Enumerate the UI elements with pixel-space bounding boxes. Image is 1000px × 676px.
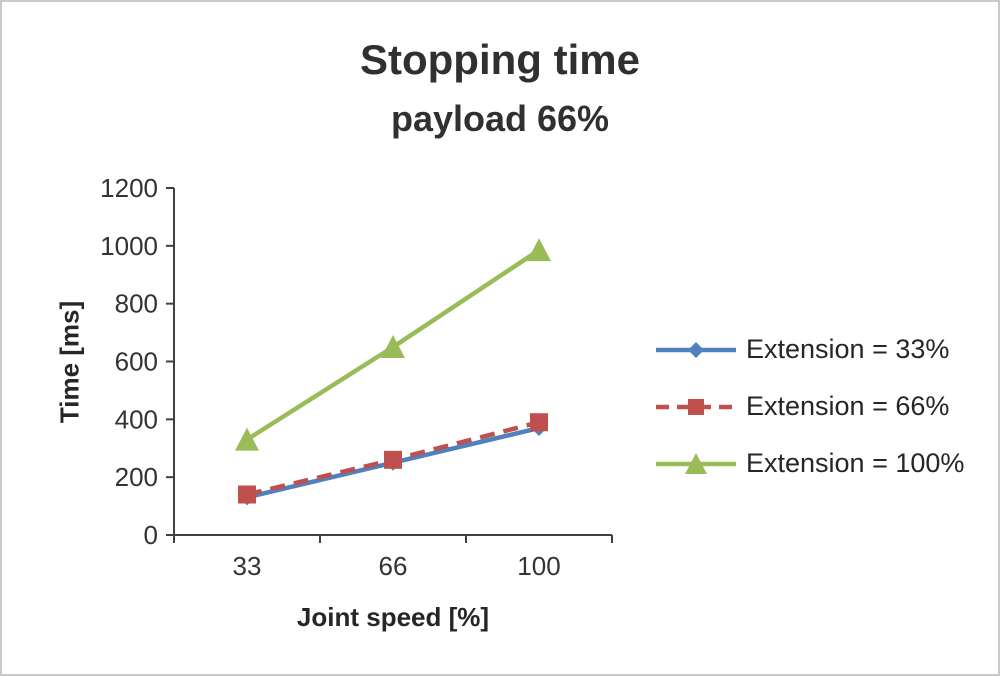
- legend-sample-line: [656, 398, 736, 415]
- legend-sample-line: [656, 452, 736, 474]
- series-marker: [384, 450, 402, 469]
- y-tick-label: 1200: [100, 173, 158, 203]
- legend-row: Extension = 33%: [654, 334, 964, 365]
- chart-title: Stopping time: [360, 36, 640, 83]
- y-tick-label: 0: [144, 520, 158, 550]
- series-marker: [688, 398, 704, 415]
- series-marker: [530, 413, 548, 432]
- legend-sample-line: [656, 341, 736, 358]
- x-axis-label: Joint speed [%]: [296, 602, 490, 632]
- series-marker: [381, 335, 405, 359]
- legend-row: Extension = 100%: [654, 448, 964, 479]
- y-tick-label: 400: [115, 404, 158, 434]
- y-axis-label: Time [ms]: [54, 300, 85, 424]
- x-tick-label: 100: [517, 551, 560, 581]
- chart-subtitle: payload 66%: [390, 98, 610, 139]
- y-tick-label: 200: [115, 462, 158, 492]
- legend-label: Extension = 100%: [746, 448, 965, 478]
- y-tick-label: 800: [115, 289, 158, 319]
- legend-label: Extension = 66%: [746, 391, 950, 421]
- legend-row: Extension = 66%: [654, 391, 964, 422]
- series-marker: [685, 452, 707, 474]
- x-tick-label: 66: [379, 551, 408, 581]
- y-tick-label: 1000: [100, 231, 158, 261]
- series-marker: [688, 341, 704, 358]
- legend-label: Extension = 33%: [746, 334, 950, 364]
- series-marker: [235, 427, 259, 451]
- x-tick-label: 33: [233, 551, 262, 581]
- legend: Extension = 33% Extension = 66% Extensio…: [654, 334, 964, 479]
- y-tick-label: 600: [115, 347, 158, 377]
- series-marker: [527, 238, 551, 262]
- series-marker: [238, 485, 256, 504]
